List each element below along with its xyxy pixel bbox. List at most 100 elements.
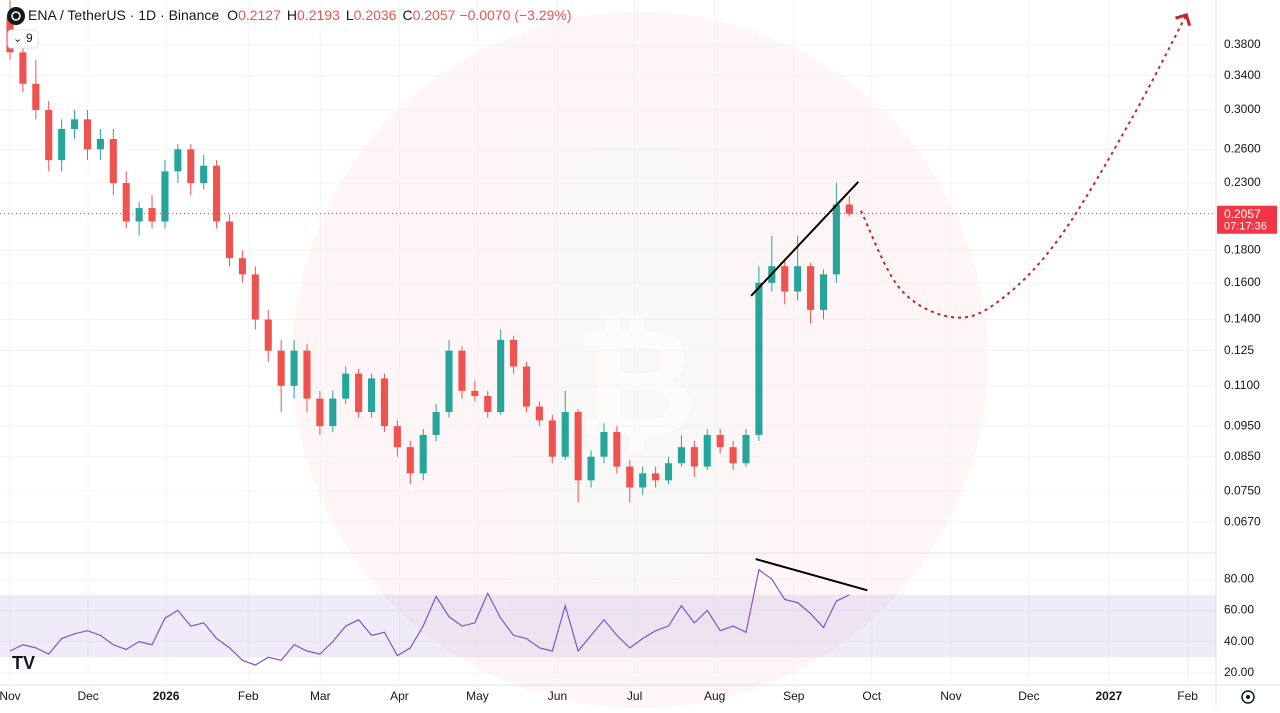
candle-body <box>781 266 789 292</box>
ohlc-label: H <box>287 7 297 23</box>
x-tick-label: Feb <box>238 689 259 703</box>
candle-body <box>807 266 815 310</box>
rsi-band <box>0 594 1216 658</box>
y-tick-label: 0.0670 <box>1224 514 1261 528</box>
x-tick-label: 2026 <box>153 689 180 703</box>
candle-body <box>755 282 763 435</box>
candle-body <box>652 473 660 481</box>
x-tick-label: Apr <box>390 689 409 703</box>
candle-body <box>161 171 169 222</box>
watermark-shape <box>556 140 716 590</box>
candle-body <box>96 138 104 150</box>
y-tick-label: 0.1400 <box>1224 312 1261 326</box>
candle-body <box>716 434 724 448</box>
candle-body <box>213 165 221 222</box>
ohlc-value: 0.2193 <box>297 7 340 23</box>
candle-body <box>316 398 324 427</box>
rsi-trend-line <box>755 558 868 592</box>
candle-body <box>639 473 647 488</box>
indicator-count: 9 <box>26 31 33 45</box>
indicator-chevron: ⌄ <box>13 33 22 45</box>
candle-body <box>83 119 92 150</box>
settings-icon-center <box>1246 695 1250 699</box>
candle-body <box>535 406 543 421</box>
candle-body <box>122 183 130 222</box>
candle-body <box>71 119 79 129</box>
settings-icon[interactable] <box>1241 690 1255 704</box>
candle-body <box>845 204 853 214</box>
candle-body <box>367 378 376 413</box>
candle-body <box>561 412 569 457</box>
countdown: 07:17:36 <box>1224 221 1267 233</box>
y-tick-label: 0.0850 <box>1224 449 1261 463</box>
last-price-label: 0.2057 <box>1224 207 1261 221</box>
candle-body <box>406 447 414 474</box>
change: −0.0070 (−3.29%) <box>459 7 571 23</box>
ohlc-label: O <box>227 7 238 23</box>
symbol[interactable]: ENA / TetherUS · 1D · Binance <box>28 7 219 23</box>
y-tick-label: 0.0750 <box>1224 483 1261 497</box>
header: ENA / TetherUS · 1D · Binance O0.2127 H0.2… <box>7 7 572 49</box>
candle-body <box>819 274 828 310</box>
x-tick-label: 2027 <box>1095 689 1122 703</box>
y-tick-label: 0.1600 <box>1224 275 1261 289</box>
candle-body <box>290 350 298 386</box>
x-tick-label: Oct <box>862 689 881 703</box>
candle-body <box>342 373 350 399</box>
candle-body <box>135 208 143 222</box>
candle-body <box>471 390 479 397</box>
x-tick-label: Nov <box>0 689 21 703</box>
tv-logo[interactable]: TV <box>12 653 35 673</box>
indicator-toggle[interactable] <box>7 29 39 49</box>
trend-line <box>750 181 860 297</box>
candle-body <box>19 52 27 84</box>
candle-body <box>458 350 466 391</box>
candle-body <box>626 466 634 488</box>
candle-body <box>664 463 673 481</box>
candle-body <box>419 434 427 474</box>
candle-body <box>574 412 582 481</box>
y-tick-label: 0.3400 <box>1224 68 1261 82</box>
y-tick-label: 0.2300 <box>1224 175 1261 189</box>
x-tick-label: Aug <box>704 689 725 703</box>
candle-body <box>832 204 840 275</box>
candle-body <box>148 208 156 222</box>
candle-body <box>303 350 311 399</box>
x-tick-label: Mar <box>310 689 331 703</box>
candle-body <box>600 431 608 457</box>
candle-body <box>380 378 389 427</box>
y-tick-label: 0.3800 <box>1224 37 1261 51</box>
watermark-glyph: ₿ <box>575 299 697 467</box>
candle-body <box>690 447 698 467</box>
candle-body <box>264 319 272 351</box>
candle-body <box>251 274 259 320</box>
y-tick-label: 0.0950 <box>1224 418 1261 432</box>
header-line: ENA / TetherUS · 1D · Binance O0.2127 H0.2… <box>28 7 572 23</box>
x-tick-label: Nov <box>940 689 961 703</box>
symbol-logo-inner <box>11 11 21 21</box>
ohlc-value: 0.2127 <box>238 7 281 23</box>
y-tick-label: 0.1800 <box>1224 243 1261 257</box>
candle-body <box>109 138 117 184</box>
ohlc-label: L <box>346 7 354 23</box>
ohlc-label: C <box>402 7 412 23</box>
rsi-tick-label: 60.00 <box>1224 603 1254 617</box>
candle-body <box>548 420 556 457</box>
candle-body <box>677 447 685 464</box>
candle-body <box>794 266 802 292</box>
candle-body <box>329 398 337 427</box>
candle-body <box>742 434 750 464</box>
ohlc-value: 0.2057 <box>413 7 456 23</box>
candle-body <box>613 431 621 467</box>
y-tick-label: 0.1100 <box>1224 378 1260 392</box>
candle-body <box>277 350 285 386</box>
grid <box>0 0 1216 685</box>
y-tick-label: 0.3000 <box>1224 102 1261 116</box>
y-tick-label: 0.2600 <box>1224 142 1261 156</box>
candle-body <box>355 373 363 413</box>
x-tick-label: Sep <box>783 689 805 703</box>
candle-body <box>432 412 440 435</box>
